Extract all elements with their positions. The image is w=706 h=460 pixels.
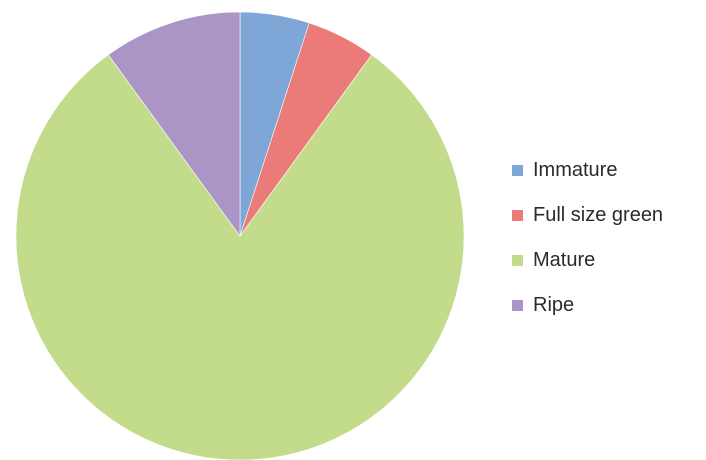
legend: Immature Full size green Mature Ripe <box>512 158 702 338</box>
legend-swatch-ripe <box>512 299 523 311</box>
legend-label-full-size-green: Full size green <box>533 204 664 226</box>
pie-slice-ripe <box>107 11 241 237</box>
legend-swatch-immature <box>512 164 523 176</box>
legend-item-full-size-green: Full size green <box>512 203 702 227</box>
legend-label-mature: Mature <box>533 249 596 271</box>
legend-item-immature: Immature <box>512 158 702 182</box>
pie-chart-plot <box>15 11 465 460</box>
legend-item-ripe: Ripe <box>512 293 702 317</box>
legend-swatch-full-size-green <box>512 209 523 221</box>
legend-label-ripe: Ripe <box>533 294 575 316</box>
legend-label-immature: Immature <box>533 159 618 181</box>
legend-item-mature: Mature <box>512 248 702 272</box>
legend-swatch-mature <box>512 254 523 266</box>
